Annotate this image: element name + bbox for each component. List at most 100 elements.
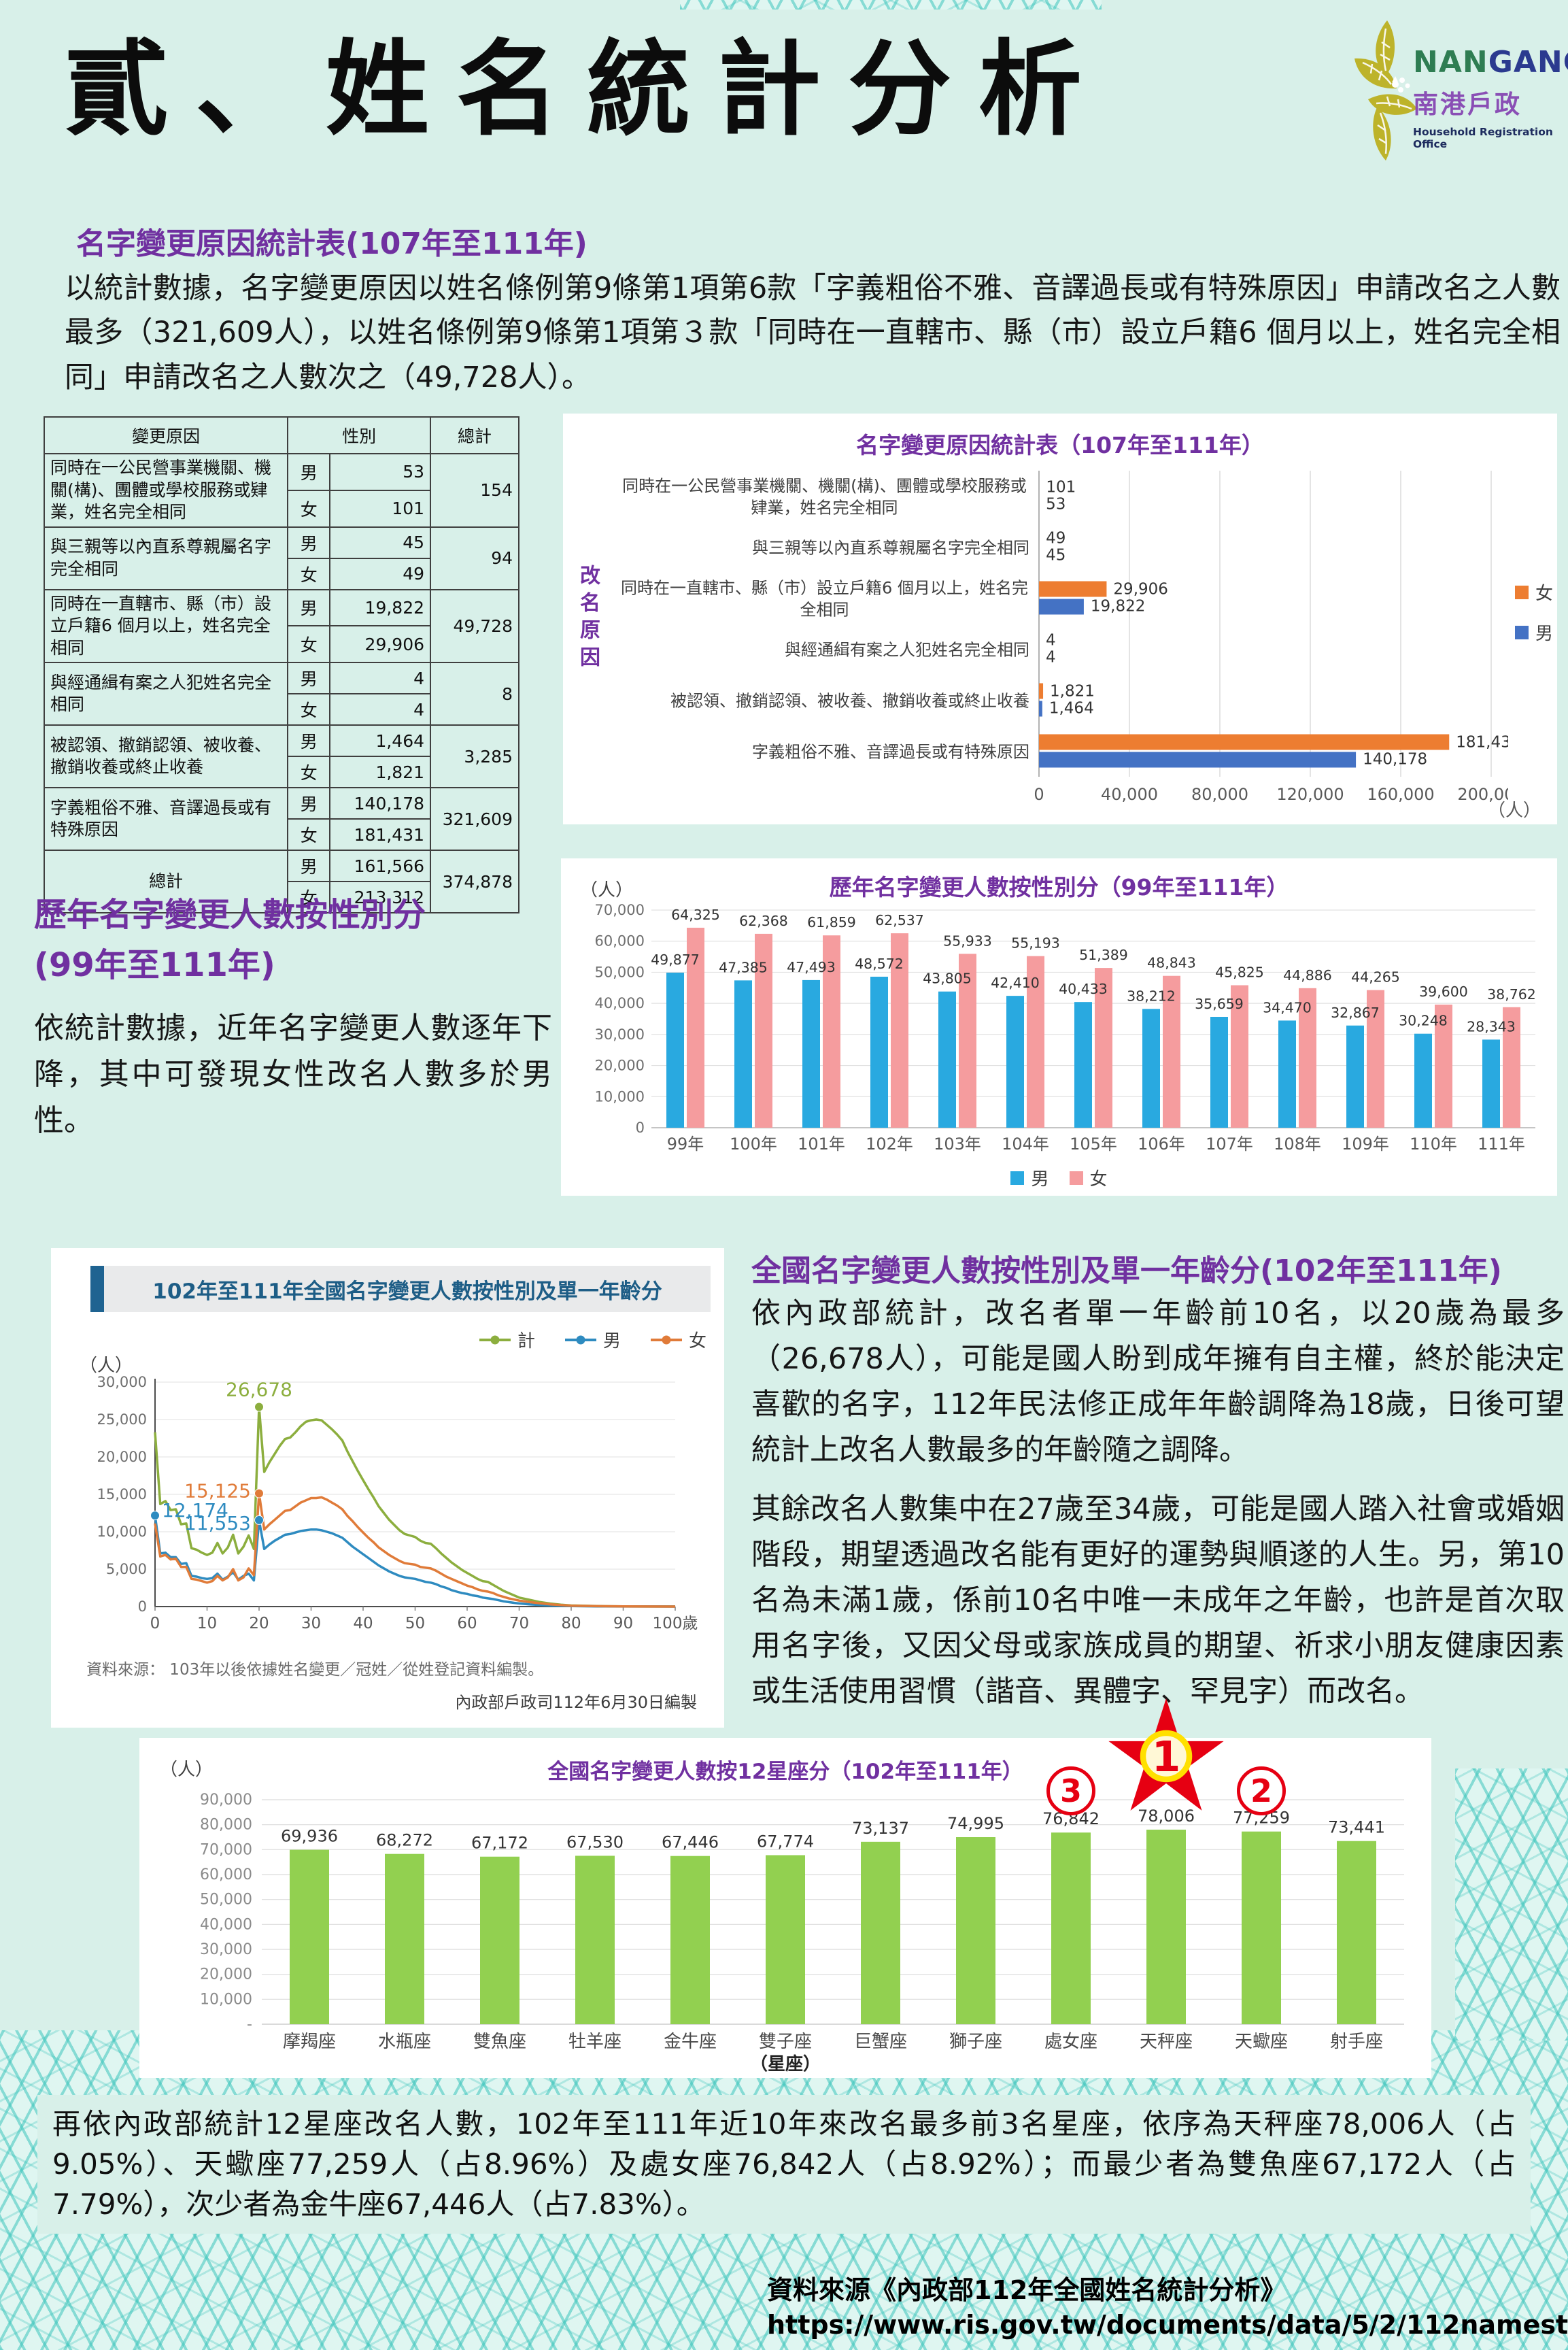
value-label-male: 48,572 [855, 956, 904, 972]
zodiac-chart-panel: （人） 全國名字變更人數按12星座分（102年至111年） - 10,000 20,… [139, 1698, 1431, 2078]
value-label: 67,446 [662, 1833, 719, 1852]
logo-name-zh: 南港戶政 [1413, 90, 1522, 119]
bar-金牛座 [670, 1856, 710, 2024]
y-tick-label: 40,000 [200, 1916, 252, 1933]
cell-value-female: 4 [329, 693, 432, 726]
cell-gender-male: 男 [287, 662, 331, 694]
legend-item-男: 男 [564, 1327, 621, 1352]
value-label: 74,995 [947, 1814, 1004, 1833]
x-tick-label: 70 [509, 1615, 529, 1632]
x-tick-label: 20 [249, 1615, 269, 1632]
table-row: 女 29,906 [44, 625, 519, 663]
zodiac-chart-unit: （人） [160, 1760, 214, 1780]
x-tick-label: 120,000 [1276, 785, 1344, 804]
y-tick-label: 10,000 [595, 1088, 645, 1105]
value-label-male: 47,385 [719, 959, 768, 975]
table-row: 與三親等以內直系尊親屬名字完全相同男 45 94 [43, 526, 519, 590]
legend-item-計: 計 [479, 1327, 535, 1352]
x-tick-label: 10 [197, 1615, 217, 1632]
bar-male [666, 972, 684, 1128]
bar-female [755, 933, 772, 1128]
value-label-male: 19,822 [1091, 598, 1145, 616]
cell-value-female: 1,821 [329, 756, 432, 788]
y-tick-label: 30,000 [200, 1941, 252, 1958]
cell-gender-female: 女 [287, 557, 331, 590]
legend-swatch-icon [564, 1335, 596, 1344]
age-chart-banner: 102年至111年全國名字變更人數按性別及單一年齡分 [90, 1266, 711, 1312]
value-label: 73,137 [852, 1819, 909, 1838]
x-tick-label: 103年 [934, 1135, 981, 1152]
value-label-female: 1,821 [1050, 683, 1095, 701]
value-label-female: 62,537 [875, 912, 924, 928]
x-tick-label: 200,000 [1457, 785, 1508, 804]
y-tick-label: 70,000 [200, 1841, 252, 1858]
reason-chart: 0 40,000 80,000 120,000 160,000 200,000 同時在一公民… [621, 471, 1508, 804]
bar-male [1006, 996, 1024, 1128]
cell-gender-male: 男 [287, 588, 331, 627]
x-tick-label: 60 [457, 1615, 477, 1632]
x-tick-label: 90 [613, 1615, 633, 1632]
bar-天秤座 [1146, 1829, 1186, 2024]
cell-gender-female: 女 [287, 489, 331, 528]
table-row: 女 1,821 [44, 756, 519, 788]
bar-female [1503, 1007, 1520, 1128]
guilloche-pattern-right [1455, 1768, 1568, 2041]
zodiac-chart: - 10,000 20,000 30,000 40,000 50,000 60,000 70,… [200, 1792, 1404, 2052]
zodiac-chart-title: 全國名字變更人數按12星座分（102年至111年） [547, 1760, 1023, 1784]
x-tick-label: 40 [353, 1615, 373, 1632]
th-gender: 性別 [287, 416, 432, 454]
table-row: 被認領、撤銷認領、被收養、撤銷收養或終止收養男 1,464 3,285 [43, 724, 519, 788]
section2-body: 依統計數據，近年名字變更人數逐年下降，其中可發現女性改名人數多於男性。 [34, 1011, 552, 1139]
value-label-female: 51,389 [1079, 947, 1128, 963]
x-tick-label: 40,000 [1101, 785, 1158, 804]
cell-gender-female: 女 [287, 693, 331, 726]
y-tick-label: 5,000 [106, 1561, 147, 1577]
x-tick-label: 105年 [1070, 1135, 1117, 1152]
reason-chart-axis-label: 改名原因 [576, 565, 600, 673]
bar-male [1039, 599, 1084, 615]
y-tick-label: 0 [636, 1120, 645, 1136]
x-tick-label: 110年 [1410, 1135, 1457, 1152]
section2-heading: 歷年名字變更人數按性別分 (99年至111年) [34, 896, 426, 985]
bar-male [1142, 1009, 1160, 1128]
bar-處女座 [1051, 1832, 1091, 2024]
bar-male [1414, 1033, 1432, 1128]
cell-value-male: 4 [329, 662, 432, 694]
logo-name-part1: NAN [1413, 45, 1488, 80]
y-tick-label: - [247, 2016, 252, 2033]
yearly-chart-unit: （人） [580, 880, 634, 901]
cell-value-female: 29,906 [329, 625, 432, 663]
value-label-male: 49,877 [651, 952, 700, 968]
age-chart-source-note: 資料來源： 103年以後依據姓名變更／冠姓／從姓登記資料編製。 [86, 1661, 544, 1679]
page-title: 貳、姓名統計分析 [65, 28, 1109, 150]
cell-reason: 同時在一公民營事業機關、機關(構)、團體或學校服務或肄業，姓名完全相同 [43, 453, 289, 528]
value-label-male: 30,248 [1399, 1013, 1448, 1029]
age-chart-credit: 內政部戶政司112年6月30日編製 [455, 1693, 697, 1712]
table-row: 同時在一直轄市、縣（市）設立戶籍6 個月以上，姓名完全相同男 19,822 49,7… [43, 588, 519, 663]
cell-total: 94 [430, 526, 519, 590]
bar-雙子座 [766, 1855, 805, 2024]
cell-reason: 字義粗俗不雅、音譯過長或有特殊原因 [43, 787, 289, 851]
legend-label: 女 [688, 1331, 706, 1352]
data-point-marker [150, 1511, 160, 1521]
zodiac-chart-xlabel: （星座） [749, 2054, 821, 2075]
x-tick-label: 80 [561, 1615, 581, 1632]
value-label-female: 62,368 [739, 913, 788, 929]
reason-chart-unit: （人） [1487, 801, 1541, 821]
x-tick-label: 109年 [1342, 1135, 1389, 1152]
bar-female [1163, 975, 1180, 1128]
yearly-chart-title: 歷年名字變更人數按性別分（99年至111年） [829, 874, 1289, 901]
cell-total: 154 [430, 453, 519, 528]
x-tick-label: 160,000 [1367, 785, 1434, 804]
age-chart-legend: 計男女 [479, 1327, 706, 1352]
legend-swatch-icon [1069, 1171, 1083, 1185]
y-tick-label: 0 [138, 1598, 147, 1615]
section1-heading: 名字變更原因統計表(107年至111年) [76, 226, 587, 261]
table-row: 女 49 [44, 557, 519, 590]
cell-value-male: 161,566 [329, 850, 432, 882]
banner-accent-bar [90, 1266, 104, 1312]
value-label-male: 140,178 [1363, 751, 1427, 769]
legend-swatch-icon [1514, 585, 1529, 599]
value-label-male: 34,470 [1263, 999, 1312, 1015]
y-tick-label: 15,000 [97, 1486, 147, 1503]
